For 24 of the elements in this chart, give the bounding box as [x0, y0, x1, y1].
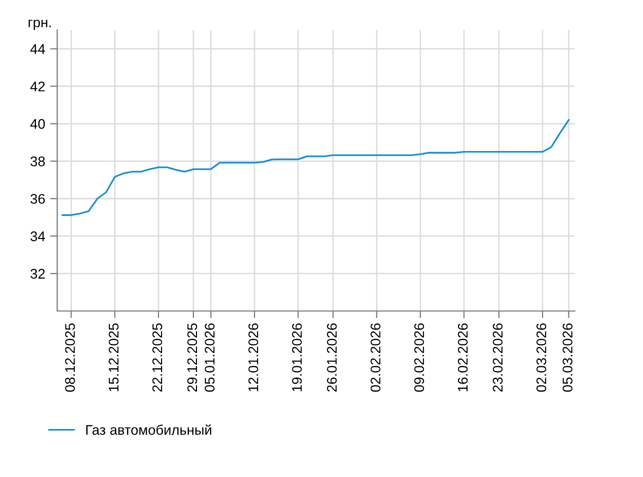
x-tick-label: 09.02.2026	[414, 323, 424, 392]
y-tick-label: 42	[30, 82, 45, 92]
x-tick-label: 19.01.2026	[292, 323, 302, 392]
x-tick-label: 08.12.2025	[65, 323, 75, 392]
x-tick-label: 05.03.2026	[562, 323, 572, 392]
x-tick-label: 15.12.2025	[108, 323, 119, 392]
y-tick-label: 38	[30, 156, 45, 166]
x-tick-label: 02.03.2026	[536, 323, 546, 392]
x-tick-label: 26.01.2026	[326, 323, 337, 392]
y-tick-label: 44	[30, 44, 46, 54]
y-tick-label: 32	[30, 268, 45, 279]
y-tick-label: 40	[30, 119, 45, 129]
x-tick-label: 12.01.2026	[248, 323, 258, 392]
x-tick-label: 16.02.2026	[458, 323, 468, 392]
x-tick-label: 22.12.2025	[152, 323, 162, 392]
x-tick-label: 05.01.2026	[204, 323, 215, 392]
x-tick-label: 23.02.2026	[492, 323, 503, 392]
y-tick-label: 36	[30, 194, 45, 204]
line-series	[62, 119, 570, 216]
y-tick-label: 34	[30, 231, 46, 242]
x-tick-label: 02.02.2026	[370, 323, 380, 392]
legend-label: Газ автомобильный	[86, 424, 212, 435]
y-axis-title: грн.	[28, 20, 51, 30]
x-tick-label: 29.12.2025	[187, 323, 198, 392]
